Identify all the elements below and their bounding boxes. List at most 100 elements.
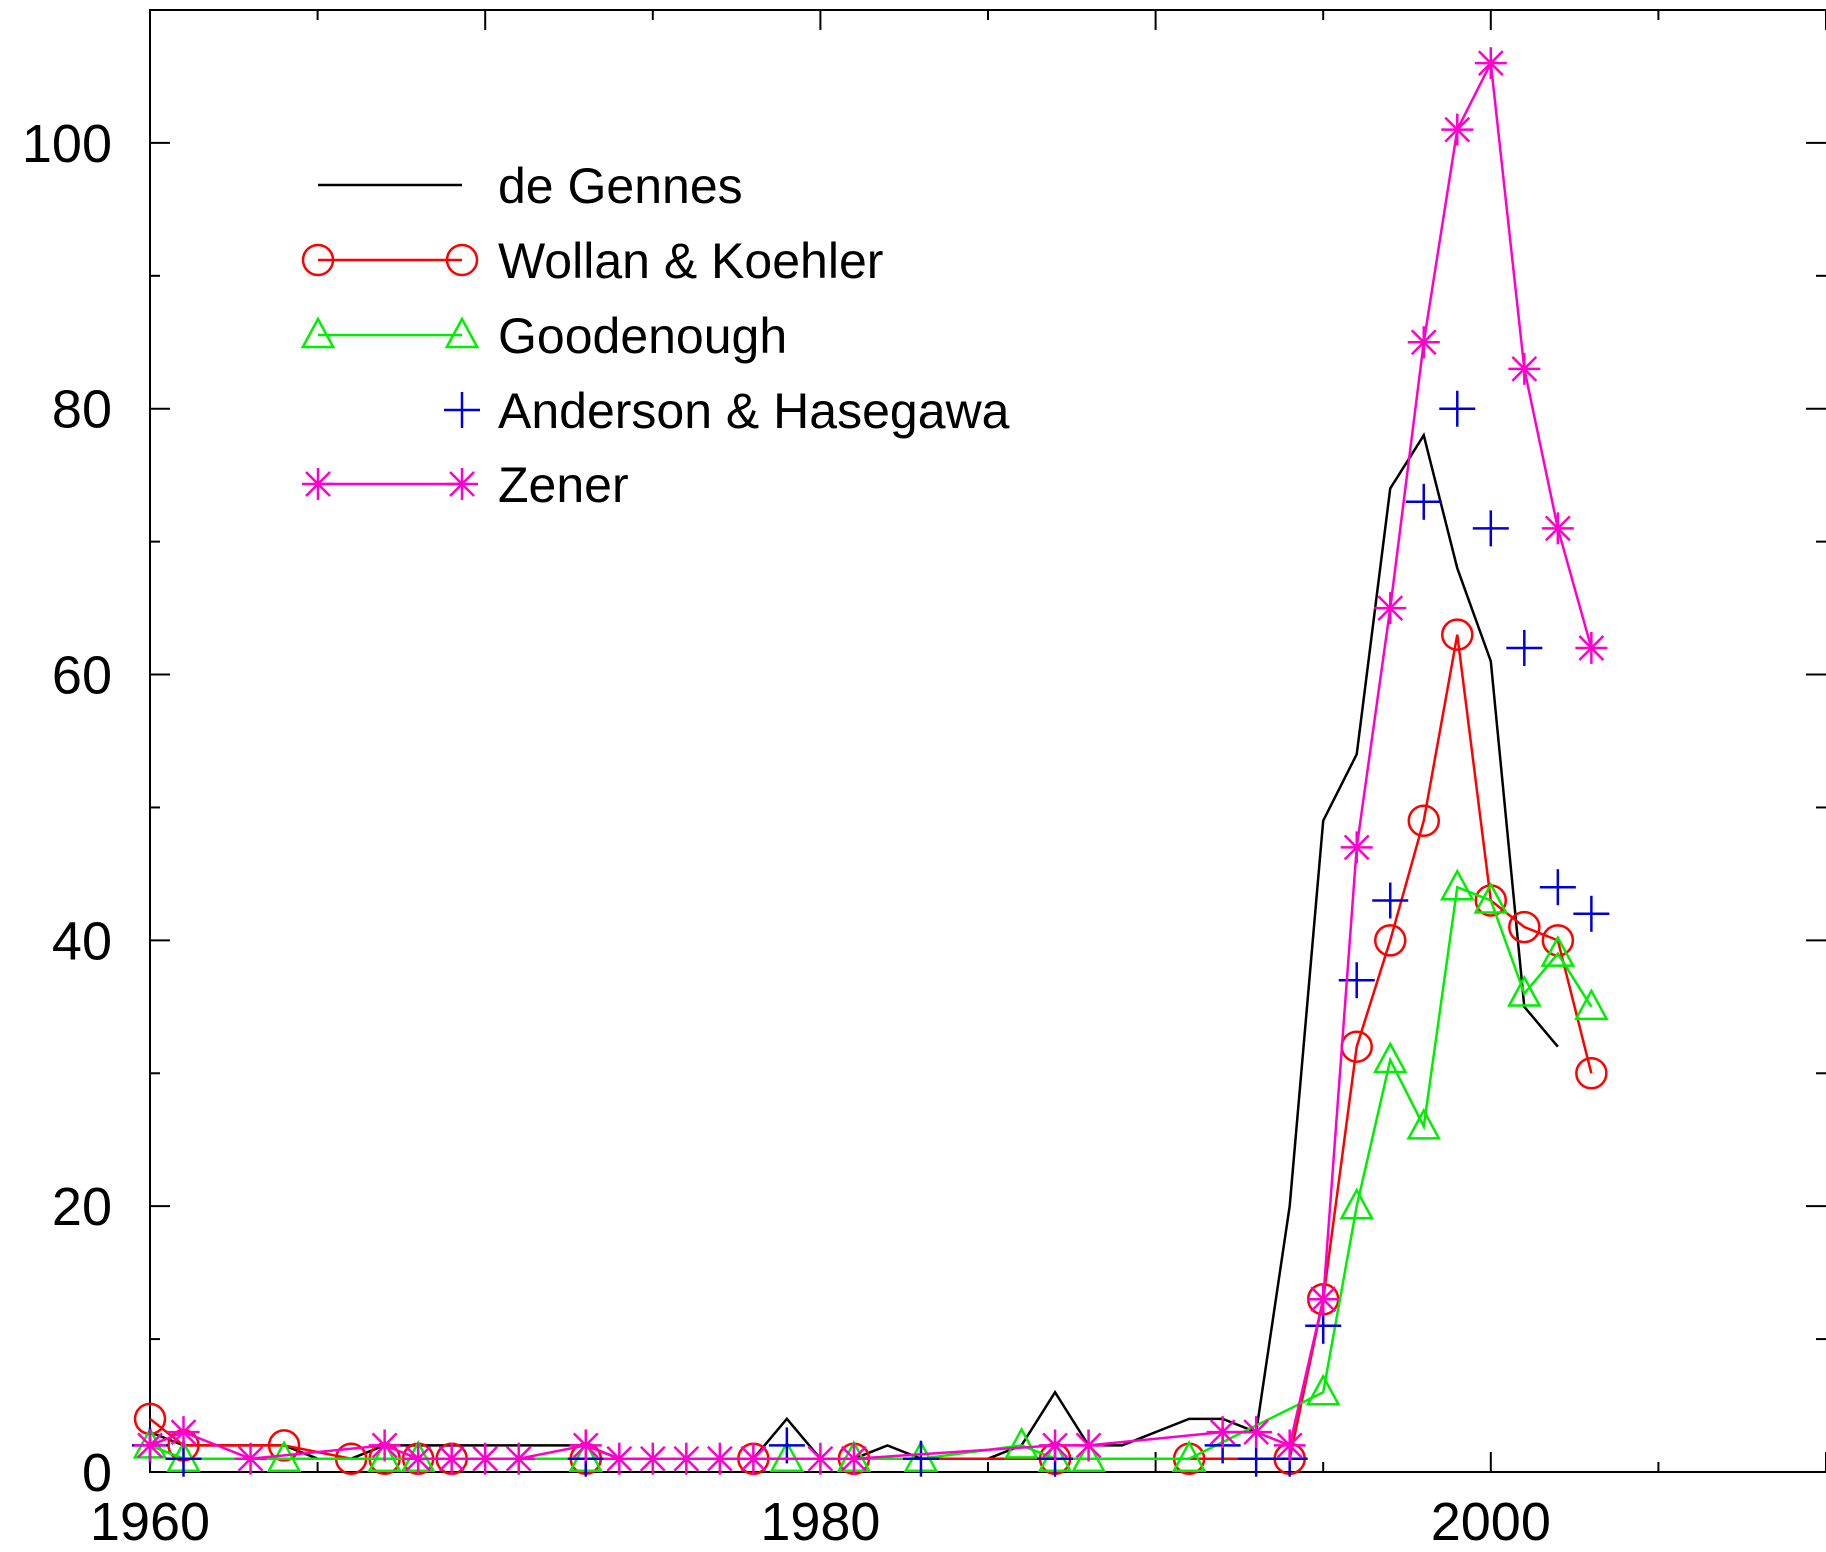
marker-circle (1407, 804, 1441, 837)
marker-asterisk-d2 (1410, 329, 1437, 356)
data-point (804, 1442, 837, 1475)
data-point (737, 1442, 770, 1475)
marker-asterisk-d2 (1544, 515, 1571, 542)
data-point (603, 1442, 636, 1475)
marker-asterisk-d2 (1477, 50, 1504, 77)
marker-asterisk-d2 (706, 1445, 733, 1472)
y-tick-label: 100 (22, 114, 112, 174)
data-point (902, 1440, 939, 1477)
series-line (149, 634, 1593, 1460)
data-point (1240, 1416, 1273, 1449)
legend-marker (302, 468, 334, 500)
data-point (1405, 483, 1442, 520)
marker-triangle (1574, 988, 1609, 1021)
series-4 (134, 47, 1608, 1475)
series-3 (132, 390, 1610, 1477)
legend-marker (300, 316, 336, 349)
marker-asterisk-d2 (673, 1445, 700, 1472)
marker-circle (267, 1429, 301, 1462)
legend-marker (446, 468, 478, 500)
y-tick-label: 0 (82, 1443, 112, 1503)
series-2 (132, 868, 1609, 1472)
marker-triangle (1305, 1373, 1341, 1406)
legend-label: de Gennes (498, 158, 743, 214)
legend-marker (444, 392, 480, 428)
marker-asterisk-d2 (1042, 1432, 1068, 1459)
legend-entry: Wollan & Koehler (301, 233, 883, 289)
data-point (134, 1429, 166, 1462)
marker-asterisk-d2 (1075, 1432, 1102, 1459)
y-tick-label: 40 (52, 911, 112, 971)
data-point (367, 1440, 402, 1472)
data-point (1407, 804, 1441, 837)
marker-triangle (1507, 974, 1542, 1007)
y-tick-label: 60 (52, 646, 112, 706)
data-point (636, 1442, 669, 1475)
data-point (670, 1442, 703, 1475)
marker-triangle (1004, 1426, 1039, 1459)
series-line (149, 885, 1593, 1460)
marker-triangle (1406, 1107, 1442, 1140)
marker-circle (445, 243, 479, 277)
plot-frame (149, 9, 1826, 1473)
data-point (703, 1442, 736, 1475)
data-point (1507, 974, 1542, 1007)
marker-asterisk-d2 (1276, 1432, 1303, 1459)
x-tick-label: 2000 (1431, 1492, 1551, 1547)
marker-triangle (367, 1440, 402, 1472)
data-point (1506, 629, 1543, 666)
data-point (1508, 910, 1541, 944)
data-point (1474, 47, 1507, 80)
marker-asterisk-d2 (1444, 116, 1471, 143)
data-point (1305, 1373, 1341, 1406)
data-point (267, 1429, 301, 1462)
data-point (769, 1440, 805, 1472)
data-point (1575, 1057, 1608, 1090)
data-point (1439, 868, 1475, 901)
data-point (1473, 881, 1509, 914)
data-point (1508, 352, 1541, 385)
data-point (1338, 962, 1375, 999)
data-point (1273, 1429, 1306, 1462)
marker-triangle (1171, 1440, 1207, 1472)
marker-circle (1373, 924, 1407, 957)
marker-asterisk-d2 (639, 1445, 666, 1472)
data-point (569, 1429, 602, 1462)
legend: de Gennes Wollan & Koehler Goodenough Ander… (300, 158, 1010, 513)
marker-asterisk-d2 (305, 471, 331, 497)
data-point (167, 1416, 200, 1449)
legend-entry: de Gennes (318, 158, 743, 214)
data-point (1573, 895, 1610, 932)
marker-asterisk-d2 (606, 1445, 633, 1472)
data-point (368, 1429, 401, 1462)
data-point (469, 1442, 502, 1475)
data-point (837, 1442, 870, 1475)
x-tick-label: 1980 (760, 1492, 880, 1547)
data-point (1406, 1107, 1442, 1140)
axes: 1960 1980 2000 0 20 40 60 80 100 (22, 9, 1826, 1552)
marker-asterisk-d2 (841, 1445, 867, 1472)
data-point (1072, 1429, 1105, 1462)
data-point (1004, 1426, 1039, 1459)
data-point (1575, 631, 1608, 664)
y-tick-label: 80 (52, 380, 112, 440)
marker-asterisk-d2 (807, 1445, 834, 1472)
marker-asterisk-d2 (137, 1432, 163, 1459)
data-point (1374, 592, 1407, 625)
marker-asterisk-d2 (505, 1445, 532, 1472)
data-point (1441, 618, 1474, 651)
legend-marker (445, 243, 479, 277)
marker-asterisk-d2 (405, 1445, 432, 1472)
series-line (149, 432, 1559, 1460)
data-point (435, 1442, 468, 1475)
marker-circle (301, 243, 335, 277)
marker-circle (1441, 618, 1474, 651)
legend-entry: Anderson & Hasegawa (444, 383, 1010, 439)
series-0 (149, 432, 1559, 1460)
marker-asterisk-d2 (449, 471, 475, 497)
data-point (1441, 113, 1474, 146)
data-point (768, 1427, 805, 1464)
x-tick-label: 1960 (90, 1492, 210, 1547)
marker-asterisk-d2 (572, 1432, 599, 1459)
